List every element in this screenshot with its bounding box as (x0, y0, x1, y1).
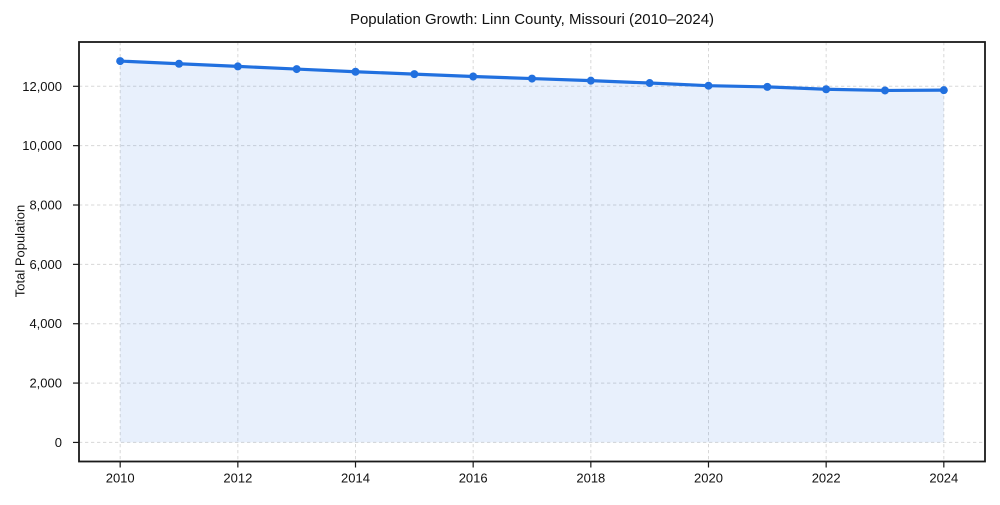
data-point-marker (233, 62, 242, 71)
y-tick-label: 6,000 (29, 257, 62, 272)
x-tick-label: 2020 (694, 471, 723, 486)
y-tick-label: 10,000 (22, 138, 62, 153)
data-point-marker (822, 85, 831, 94)
data-point-marker (351, 67, 360, 76)
y-tick-label: 12,000 (22, 79, 62, 94)
plot-border (78, 41, 986, 463)
x-tick-label: 2022 (812, 471, 841, 486)
data-point-marker (704, 81, 713, 90)
x-tick-label: 2014 (341, 471, 370, 486)
data-point-marker (939, 86, 948, 95)
data-point-marker (645, 79, 654, 88)
data-point-marker (880, 86, 889, 95)
x-tick-label: 2010 (106, 471, 135, 486)
x-tick-label: 2016 (459, 471, 488, 486)
chart-title: Population Growth: Linn County, Missouri… (349, 11, 715, 28)
data-point-marker (763, 82, 772, 91)
data-point-marker (175, 59, 184, 68)
x-tick-label: 2012 (223, 471, 252, 486)
y-tick-label: 8,000 (29, 198, 62, 213)
y-tick-label: 2,000 (29, 376, 62, 391)
data-point-marker (410, 70, 419, 79)
data-point-marker (469, 72, 478, 81)
y-tick-label: 0 (55, 435, 62, 450)
y-axis-label: Total Population (12, 204, 28, 298)
data-point-marker (586, 76, 595, 85)
x-tick-label: 2018 (576, 471, 605, 486)
data-point-marker (528, 74, 536, 83)
x-tick-label: 2024 (929, 471, 958, 486)
data-point-marker (116, 57, 125, 66)
data-point-marker (292, 65, 301, 74)
area-fill (120, 61, 944, 443)
y-tick-label: 4,000 (29, 316, 62, 331)
